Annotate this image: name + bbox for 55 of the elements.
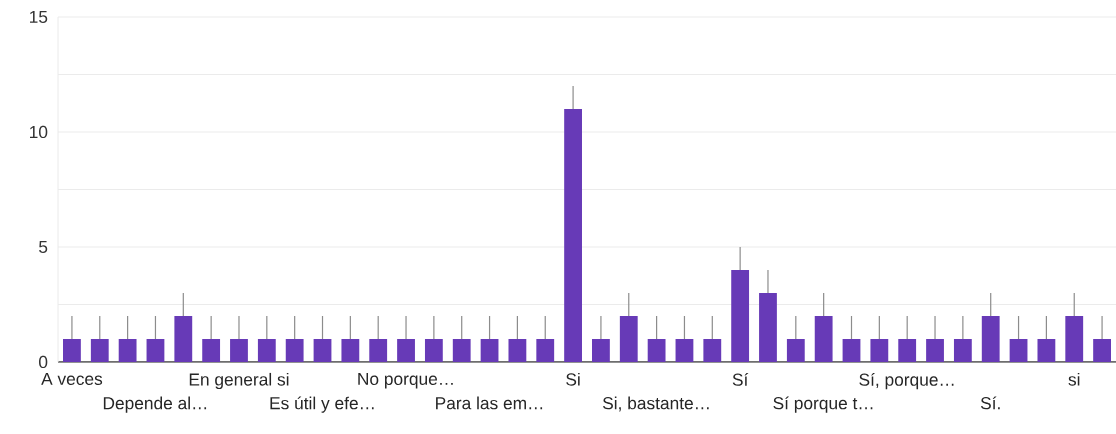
x-tick-label: En general si [189,372,289,390]
bar [230,338,248,362]
x-tick-label: Sí. [980,396,1000,410]
bar [842,338,861,362]
bar [898,338,917,362]
x-tick-label: Si [566,372,580,386]
bar [703,338,722,362]
bar [647,338,666,362]
bar [981,315,1000,362]
x-tick-label: Sí, porque… [859,372,954,390]
x-tick-label: Es útil y efe… [270,396,374,413]
bar [759,292,777,362]
x-tick-label: No porque… [358,372,453,389]
bar [397,338,415,362]
bar [257,338,276,362]
bar [619,315,638,362]
x-tick-label: Para las em… [436,396,543,410]
x-tick-label: si [1068,372,1080,386]
bar [870,338,889,362]
x-tick-label: Sí porque t… [773,396,873,413]
bar [118,338,137,362]
bar [480,338,499,362]
bar [564,108,582,362]
bar [814,315,833,362]
x-tick-label: Si, bastante… [602,396,709,412]
bar [174,315,193,362]
y-tick-label: 0 [39,355,48,369]
bar [452,338,471,362]
x-tick-label: Sí [732,372,749,386]
bar [63,338,81,362]
bar [508,338,527,362]
bar [536,338,555,362]
bar [731,269,750,362]
bar [90,338,109,362]
x-tick-label: A veces [41,372,103,386]
bar [1037,338,1056,362]
y-tick-label: 15 [30,10,48,24]
y-tick-label: 5 [39,240,48,254]
bar [341,338,360,362]
bar [424,338,443,362]
bar [369,338,388,362]
bar [146,338,165,362]
bar [953,338,972,362]
bar [202,338,221,362]
bar [313,338,332,362]
bar [1065,315,1084,362]
bar [926,338,944,362]
bar [786,338,805,362]
x-tick-label: Depende al… [103,396,207,413]
y-tick-label: 10 [30,125,48,139]
bar [1093,338,1111,362]
bar [1009,338,1028,362]
bar [285,338,304,362]
bar [592,338,610,362]
bar [675,338,694,362]
